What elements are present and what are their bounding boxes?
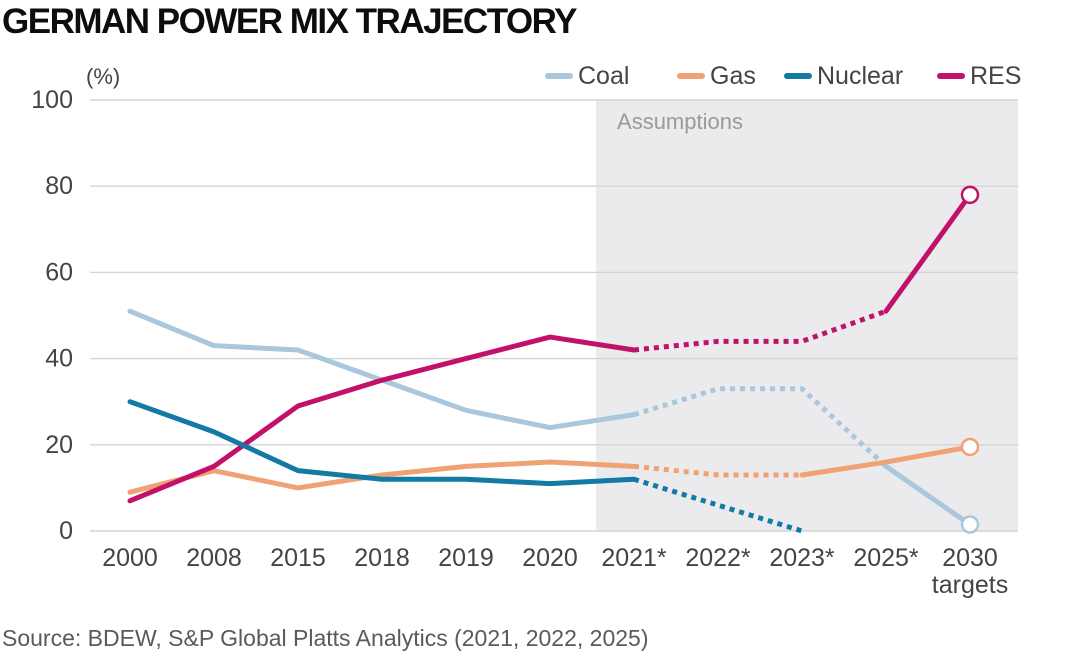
source-note: Source: BDEW, S&P Global Platts Analytic… bbox=[2, 625, 649, 651]
legend: Coal Gas Nuclear RES bbox=[545, 62, 1021, 90]
legend-label-coal: Coal bbox=[578, 62, 629, 90]
coal-line-assumption bbox=[633, 386, 888, 469]
x-tick-label: 2030 bbox=[942, 544, 998, 572]
x-tick-label: 2019 bbox=[438, 544, 494, 572]
res-line-target bbox=[883, 192, 973, 314]
coal-target-marker bbox=[960, 515, 980, 534]
res-line-actual bbox=[127, 334, 637, 504]
coal-line-target bbox=[883, 463, 973, 528]
x-tick-label: 2008 bbox=[186, 544, 242, 572]
gas-line-target bbox=[799, 444, 973, 478]
legend-label-gas: Gas bbox=[710, 62, 756, 90]
x-tick-label: 2000 bbox=[102, 544, 158, 572]
gas-line-assumption bbox=[633, 463, 802, 478]
x-tick-label: 2021* bbox=[601, 544, 667, 572]
nuclear-line-actual bbox=[127, 399, 637, 487]
legend-label-res: RES bbox=[970, 62, 1021, 90]
y-tick-label: 40 bbox=[45, 345, 73, 373]
y-tick-label: 80 bbox=[45, 172, 73, 200]
x-tick-label: 2018 bbox=[354, 544, 410, 572]
y-tick-label: 60 bbox=[45, 258, 73, 286]
x-tick-label: 2020 bbox=[522, 544, 578, 572]
y-tick-label: 0 bbox=[59, 517, 73, 545]
assumptions-shading bbox=[596, 100, 1018, 531]
chart-title: GERMAN POWER MIX TRAJECTORY bbox=[2, 2, 577, 41]
res-line-assumption bbox=[633, 308, 887, 353]
coal-line-actual bbox=[127, 308, 637, 431]
assumptions-label: Assumptions bbox=[617, 109, 743, 134]
y-tick-label: 20 bbox=[45, 431, 73, 459]
res-target-marker bbox=[960, 185, 980, 205]
x-tick-label: 2025* bbox=[853, 544, 919, 572]
x-tick-label: 2015 bbox=[270, 544, 326, 572]
x-axis-tick-labels: 2000 2008 2015 2018 2019 2020 2021* 2022* 2023* 2… bbox=[102, 544, 1008, 599]
x-tick-label: 2023* bbox=[769, 544, 835, 572]
legend-label-nuclear: Nuclear bbox=[817, 62, 903, 90]
y-tick-label: 100 bbox=[31, 86, 73, 114]
gas-target-marker bbox=[960, 437, 980, 457]
gas-line-actual bbox=[127, 459, 637, 495]
x-tick-label: 2022* bbox=[685, 544, 751, 572]
y-axis-tick-labels: 0 20 40 60 80 100 bbox=[31, 86, 73, 545]
x-tick-sublabel: targets bbox=[932, 571, 1008, 599]
y-axis-label: (%) bbox=[86, 64, 120, 89]
series-lines bbox=[127, 185, 980, 534]
